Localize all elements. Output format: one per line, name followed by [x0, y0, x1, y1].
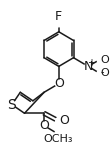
Text: O: O — [59, 114, 69, 127]
Circle shape — [97, 70, 104, 76]
Circle shape — [9, 101, 15, 108]
Circle shape — [56, 117, 63, 124]
Circle shape — [97, 56, 104, 63]
Text: N: N — [84, 60, 93, 73]
Circle shape — [85, 63, 92, 70]
Circle shape — [55, 80, 62, 87]
Circle shape — [55, 131, 61, 137]
Text: -: - — [101, 67, 104, 77]
Text: O: O — [101, 55, 109, 65]
Text: +: + — [87, 58, 95, 68]
Circle shape — [55, 20, 62, 27]
Text: O: O — [54, 77, 64, 90]
Text: S: S — [8, 98, 16, 112]
Text: F: F — [55, 10, 62, 23]
Circle shape — [41, 122, 47, 129]
Text: O: O — [39, 119, 49, 132]
Text: O: O — [101, 68, 109, 78]
Text: OCH₃: OCH₃ — [43, 134, 73, 144]
